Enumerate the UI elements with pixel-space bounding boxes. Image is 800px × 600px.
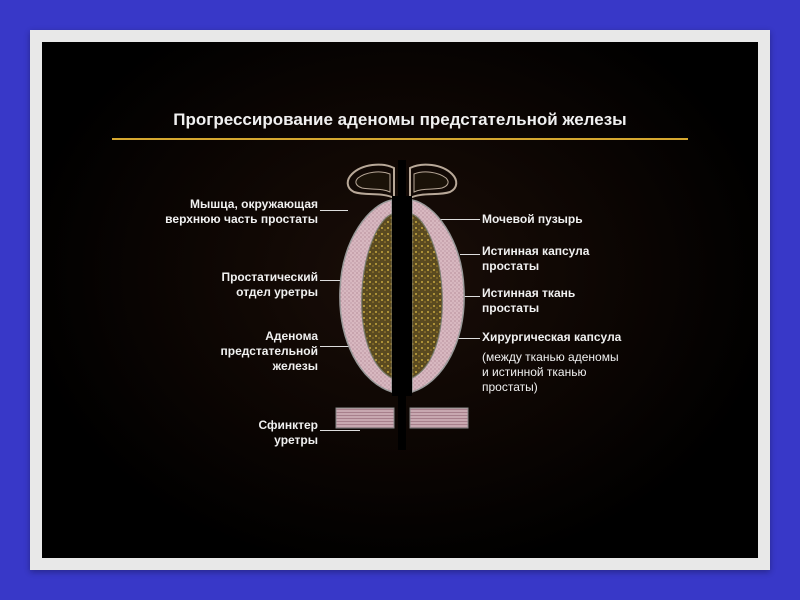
anatomical-diagram xyxy=(332,160,472,450)
label-muscle: Мышца, окружающаяверхнюю часть простаты xyxy=(165,197,318,227)
photo-frame: Прогрессирование аденомы предстательной … xyxy=(30,30,770,570)
label-true-capsule: Истинная капсулапростаты xyxy=(482,244,589,274)
label-urethra-prostatic: Простатическийотдел уретры xyxy=(221,270,318,300)
diagram-svg xyxy=(332,160,472,450)
label-adenoma: Аденомапредстательнойжелезы xyxy=(221,329,318,374)
label-bladder: Мочевой пузырь xyxy=(482,212,583,227)
left-half xyxy=(336,165,398,428)
slide-title: Прогрессирование аденомы предстательной … xyxy=(42,110,758,130)
label-surgical-capsule: Хирургическая капсула xyxy=(482,330,621,345)
slide: Прогрессирование аденомы предстательной … xyxy=(42,42,758,558)
label-surgical-capsule-note: (между тканью аденомыи истинной тканьюпр… xyxy=(482,350,619,395)
label-true-tissue: Истинная тканьпростаты xyxy=(482,286,575,316)
horizontal-rule xyxy=(112,138,688,140)
right-half xyxy=(406,165,468,428)
label-sphincter: Сфинктеруретры xyxy=(258,418,318,448)
